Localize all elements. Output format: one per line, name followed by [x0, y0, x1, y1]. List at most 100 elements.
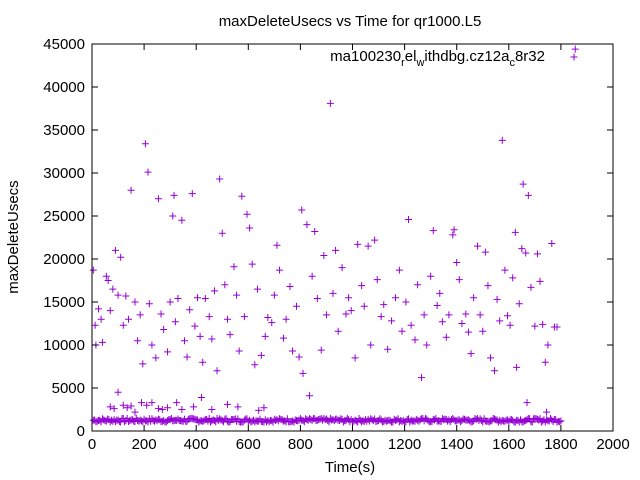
x-tick-label: 1400 [440, 436, 473, 453]
data-point [351, 354, 359, 362]
data-point [496, 317, 504, 325]
data-point [487, 354, 495, 362]
data-point [169, 212, 177, 220]
data-point [527, 283, 535, 291]
y-tick-label: 15000 [43, 294, 85, 311]
data-point [418, 374, 426, 382]
data-point [438, 318, 446, 326]
y-tick-label: 45000 [43, 36, 85, 53]
data-point [276, 266, 284, 274]
data-point [411, 336, 419, 344]
data-point [264, 313, 272, 321]
legend-label: ma100230relwithdbg.cz12ac8r32 [330, 48, 545, 69]
data-point [442, 333, 450, 341]
data-point [141, 140, 149, 148]
data-point [119, 321, 127, 329]
data-point [407, 321, 415, 329]
data-point [364, 242, 372, 250]
data-point [380, 301, 388, 309]
data-point [154, 405, 162, 413]
x-tick-label: 2000 [596, 436, 629, 453]
data-point [137, 399, 145, 407]
chart-title: maxDeleteUsecs vs Time for qr1000.L5 [219, 13, 482, 30]
data-point [490, 367, 498, 375]
x-tick-label: 200 [132, 436, 157, 453]
data-point [124, 315, 132, 323]
data-point [186, 306, 194, 314]
data-point-baseline [557, 417, 565, 425]
x-tick-label: 1800 [544, 436, 577, 453]
data-point [160, 326, 168, 334]
data-point [292, 302, 300, 310]
data-point [414, 281, 422, 289]
data-point [223, 400, 231, 408]
data-point [180, 337, 188, 345]
data-point [436, 289, 444, 297]
data-point [299, 369, 307, 377]
data-point [308, 272, 316, 280]
data-point [402, 298, 410, 306]
data-point [201, 295, 209, 303]
legend-marker [570, 53, 578, 61]
data-point [191, 322, 199, 330]
data-point [476, 311, 484, 319]
data-point [109, 285, 117, 293]
data-point [188, 190, 196, 198]
data-point [317, 346, 325, 354]
data-point [139, 360, 147, 368]
x-axis-ticks: 0 200 400 600 800 1000 1200 1400 1600 1800 2000 [88, 44, 630, 453]
y-tick-label: 40000 [43, 79, 85, 96]
data-point [98, 338, 106, 346]
data-point [183, 353, 191, 361]
data-point [544, 341, 552, 349]
data-point [261, 332, 269, 340]
data-point [170, 191, 178, 199]
data-point [216, 175, 224, 183]
data-point [248, 260, 256, 268]
data-point [243, 210, 251, 218]
data-point [311, 227, 319, 235]
x-tick-label: 600 [236, 436, 261, 453]
data-point [114, 291, 122, 299]
data-point [104, 277, 112, 284]
data-point [173, 399, 181, 407]
data-point [543, 408, 551, 416]
data-point [429, 227, 437, 235]
data-point [458, 320, 466, 327]
data-point [279, 334, 287, 342]
legend-marker-plus [570, 53, 578, 61]
data-point [522, 249, 530, 257]
x-tick-label: 1600 [492, 436, 525, 453]
data-point [134, 337, 142, 345]
data-point [197, 393, 205, 401]
data-point [157, 310, 165, 318]
data-point [289, 347, 297, 355]
data-point [427, 272, 435, 280]
data-point [462, 310, 470, 318]
data-point [253, 285, 261, 293]
data-point [226, 331, 234, 339]
data-point [464, 328, 472, 336]
data-point [199, 358, 207, 366]
data-point [518, 245, 526, 253]
data-point [332, 246, 340, 254]
data-point [373, 276, 381, 284]
data-point [208, 335, 216, 343]
data-point [114, 388, 122, 396]
data-points-layer [89, 45, 579, 426]
data-point [298, 206, 306, 214]
legend: ma100230relwithdbg.cz12ac8r32 [330, 48, 578, 69]
data-point [320, 252, 328, 260]
data-point [506, 321, 514, 329]
data-point [371, 236, 379, 244]
data-point [89, 266, 97, 274]
data-point [484, 282, 492, 290]
y-tick-label: 10000 [43, 337, 85, 354]
data-point [479, 327, 487, 335]
data-point [143, 401, 151, 409]
data-point [145, 300, 153, 308]
data-point [326, 99, 334, 107]
data-point [329, 289, 337, 297]
